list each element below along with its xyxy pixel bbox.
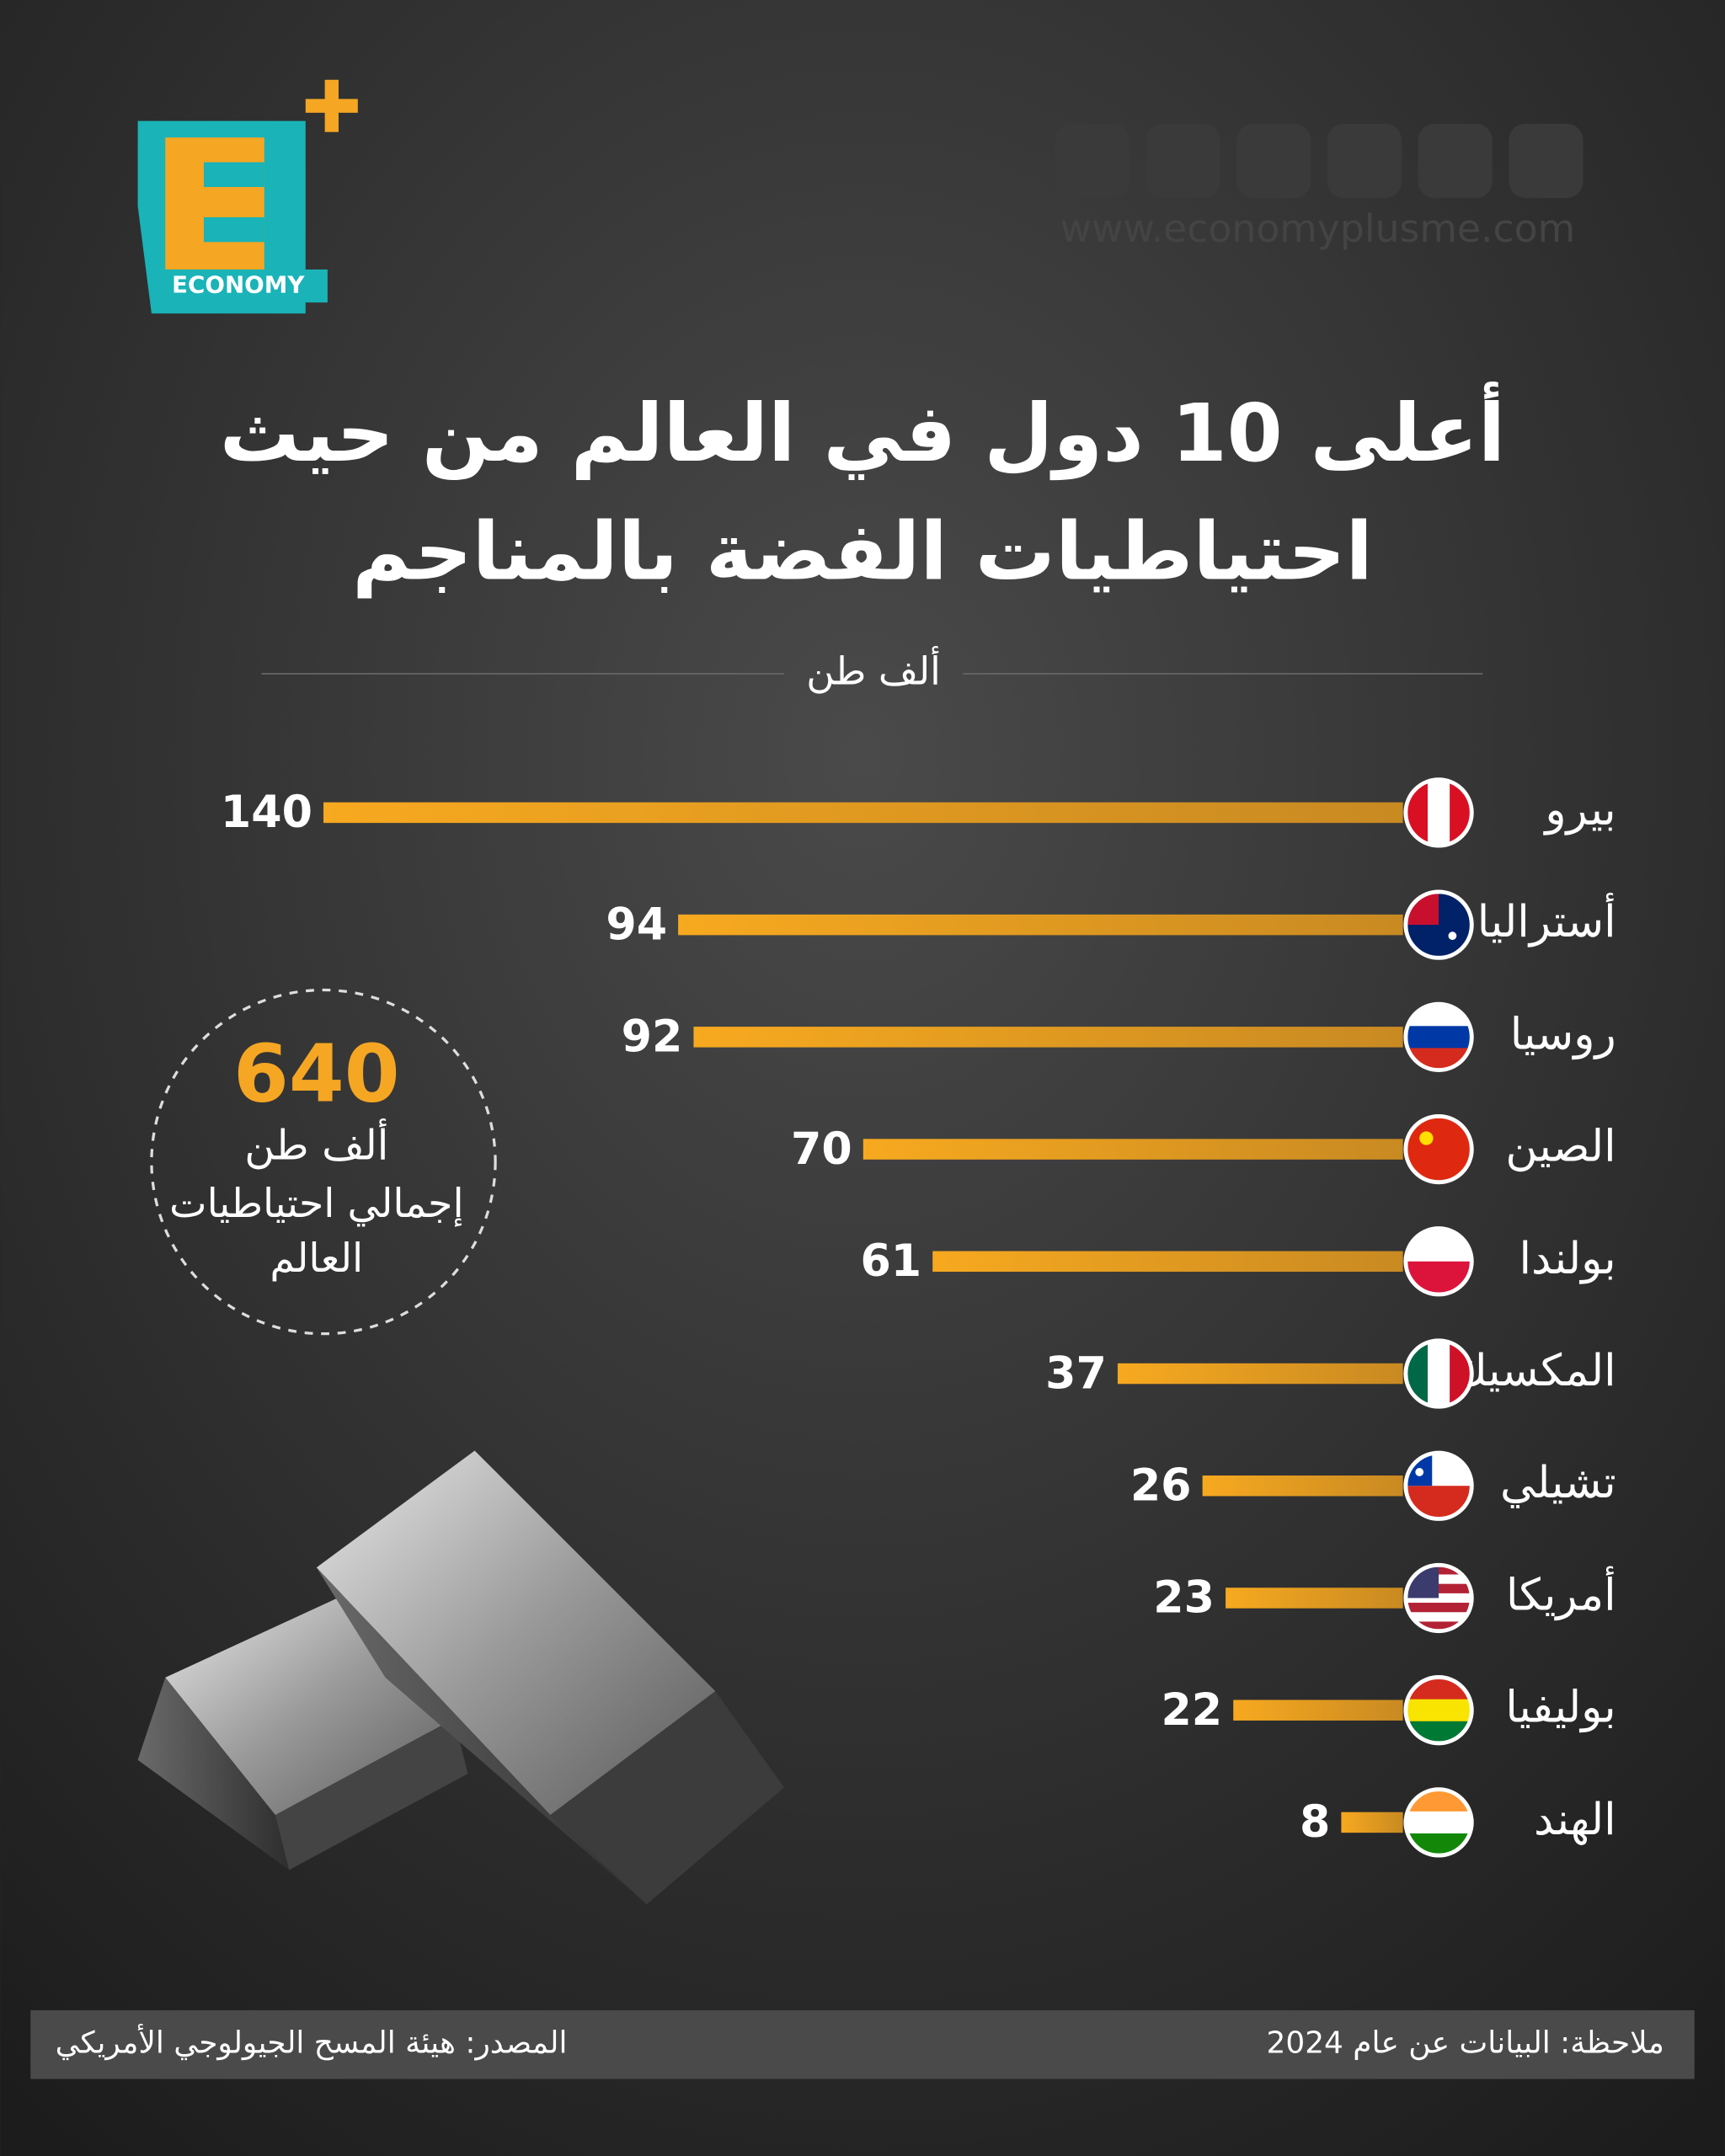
- website: www.economyplusme.com: [1060, 206, 1575, 251]
- flag-part: [1448, 931, 1457, 941]
- value-label: 140: [221, 787, 312, 838]
- flag-stripe: [1405, 1138, 1472, 1161]
- flag-part: [1419, 1131, 1434, 1145]
- flag: [1403, 1562, 1474, 1634]
- value-label: 70: [791, 1124, 852, 1175]
- bar: [862, 1139, 1403, 1160]
- social-icons: [1055, 123, 1583, 199]
- flag-stripe: [1428, 779, 1450, 846]
- category-label: أستراليا: [1477, 893, 1616, 947]
- value-label: 94: [606, 899, 667, 950]
- bar: [1202, 1476, 1403, 1497]
- bar: [678, 914, 1403, 936]
- silver-bars: [137, 1450, 784, 1905]
- logo: ECONOMY: [137, 79, 358, 314]
- chart-title: أعلى 10 دول في العالم من حيث احتياطيات ا…: [219, 386, 1506, 599]
- flag: [1403, 1675, 1474, 1746]
- footer-band: [30, 2009, 1695, 2079]
- flag: [1403, 1001, 1474, 1072]
- total-label: إجمالي احتياطيات العالم: [169, 1179, 464, 1282]
- flag: [1403, 1787, 1474, 1858]
- category-label: الصين: [1505, 1122, 1616, 1172]
- value-label: 92: [622, 1012, 683, 1063]
- category-label: المكسيك: [1451, 1346, 1616, 1396]
- category-label: الهند: [1534, 1795, 1616, 1845]
- flag-border: [1403, 1562, 1474, 1634]
- flag: [1403, 889, 1474, 960]
- flag-stripe: [1405, 1612, 1472, 1623]
- bar: [932, 1251, 1403, 1273]
- flag-border: [1403, 1113, 1474, 1185]
- flag-border: [1403, 1226, 1474, 1297]
- flag-stripe: [1405, 1699, 1472, 1722]
- bar: [1117, 1363, 1403, 1385]
- chart-subtitle: ألف طن: [806, 645, 941, 694]
- flag-border: [1403, 889, 1474, 960]
- flag: [1403, 1113, 1474, 1185]
- flag-border: [1403, 1338, 1474, 1409]
- category-label: بيرو: [1542, 785, 1616, 835]
- bar: [1233, 1700, 1403, 1721]
- value-label: 26: [1130, 1461, 1192, 1512]
- logo-text: ECONOMY: [172, 271, 305, 299]
- category-label: بوليفيا: [1505, 1683, 1616, 1733]
- flag: [1403, 1450, 1474, 1521]
- total-value: 640: [233, 1028, 400, 1121]
- total-label-box: إجمالي احتياطيات العالم: [169, 1179, 464, 1282]
- flag-stripe: [1405, 1026, 1472, 1049]
- flag-border: [1403, 1675, 1474, 1746]
- value-label: 37: [1045, 1348, 1107, 1399]
- category-label: بولندا: [1519, 1234, 1616, 1284]
- footer-note: ملاحظة: البيانات عن عام 2024: [1267, 2026, 1664, 2061]
- value-label: 8: [1300, 1797, 1330, 1848]
- bar: [693, 1027, 1403, 1048]
- flag: [1403, 1226, 1474, 1297]
- flag-stripe: [1405, 1811, 1472, 1834]
- flag-part: [1415, 1468, 1424, 1476]
- value-label: 22: [1161, 1685, 1222, 1736]
- title-box: أعلى 10 دول في العالم من حيث احتياطيات ا…: [219, 386, 1506, 599]
- flag-stripe: [1428, 1340, 1450, 1407]
- footer-source: المصدر: هيئة المسح الجيولوجي الأمريكي: [56, 2024, 568, 2061]
- flag-stripe: [1405, 1621, 1472, 1631]
- total-circle: [150, 988, 497, 1336]
- flag-border: [1403, 777, 1474, 848]
- flag: [1403, 777, 1474, 848]
- total-unit: ألف طن: [244, 1118, 388, 1170]
- category-label: روسيا: [1510, 1009, 1616, 1059]
- value-label: 61: [860, 1236, 921, 1287]
- category-label: تشيلي: [1500, 1458, 1616, 1508]
- flag-border: [1403, 1787, 1474, 1858]
- bar: [1341, 1812, 1403, 1833]
- flag-border: [1403, 1450, 1474, 1521]
- bar: [1226, 1588, 1403, 1609]
- flag-border: [1403, 1001, 1474, 1072]
- flag: [1403, 1338, 1474, 1409]
- value-label: 23: [1153, 1573, 1215, 1624]
- bar: [323, 802, 1403, 824]
- flag-stripe: [1405, 1603, 1472, 1614]
- category-label: أمريكا: [1506, 1566, 1616, 1620]
